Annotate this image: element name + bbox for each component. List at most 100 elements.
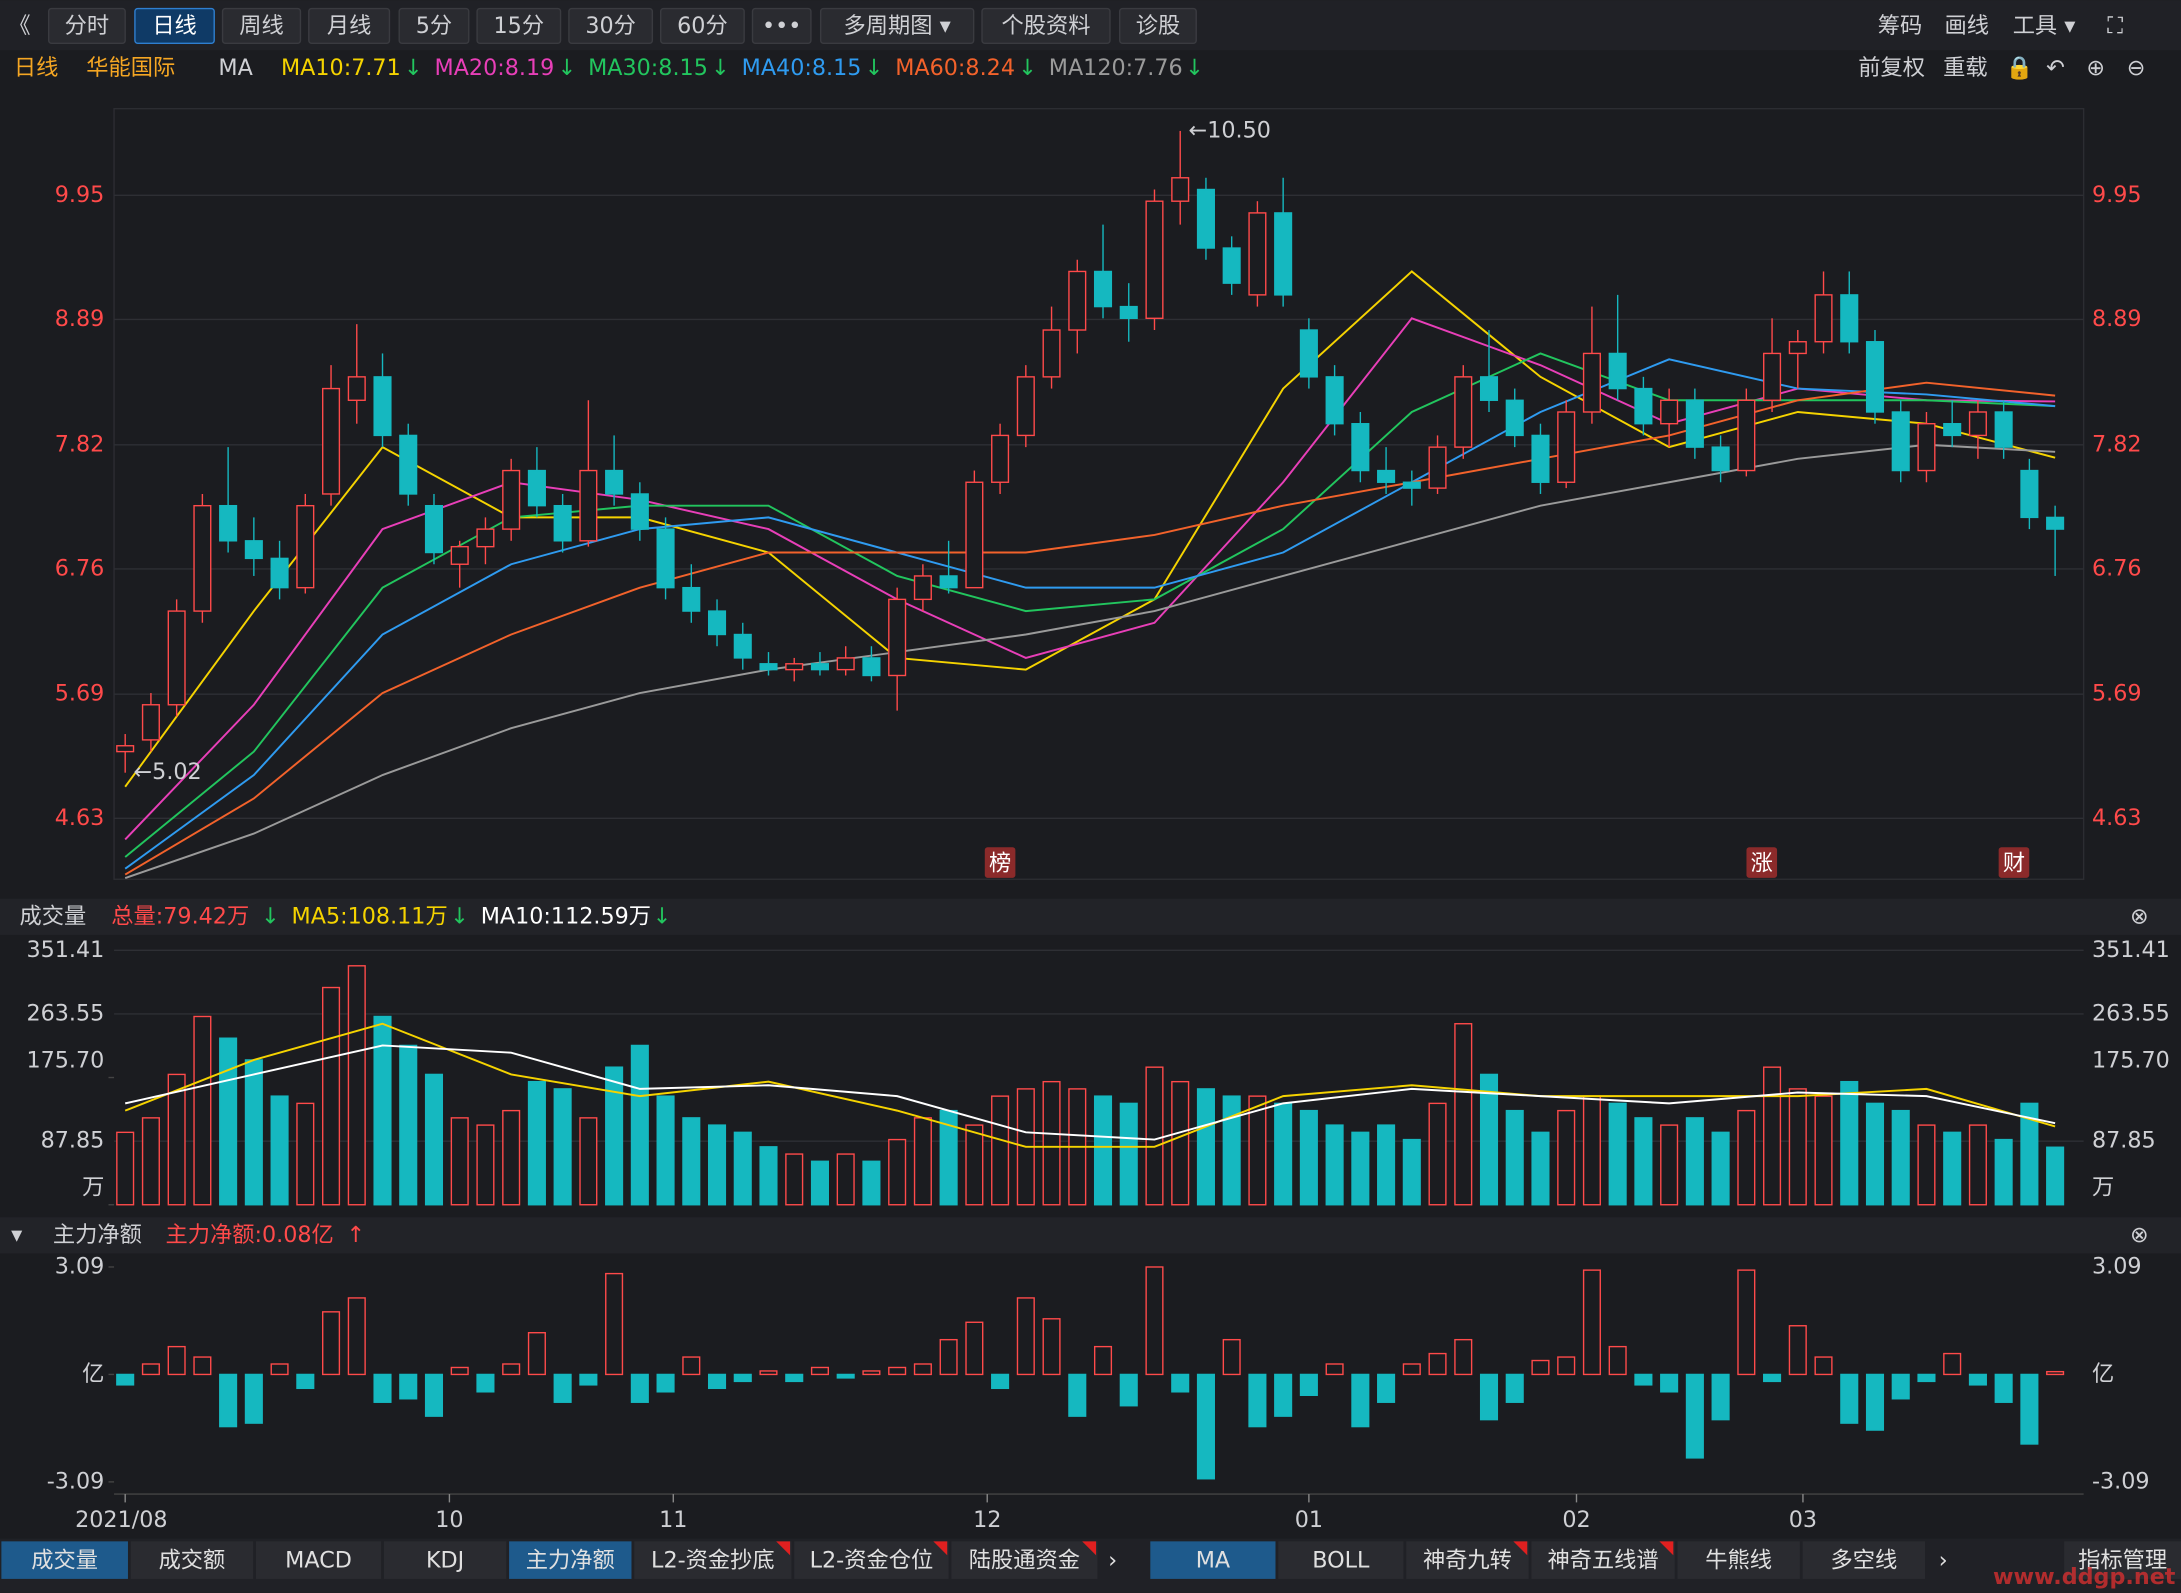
volume-bar (888, 1138, 907, 1206)
toolbar-button[interactable] (398, 7, 470, 44)
tab-label[interactable]: 成交额 (159, 1547, 226, 1573)
tab-scroll[interactable]: › (1939, 1547, 1948, 1573)
volume-bar (167, 1073, 186, 1206)
tab-label[interactable]: 主力净额 (526, 1547, 615, 1573)
toolbar-right[interactable]: 画线 (1945, 13, 1990, 39)
tab-label[interactable]: MA (1196, 1547, 1231, 1573)
tab-label[interactable]: 指标管理 (2078, 1547, 2167, 1573)
toolbar-button[interactable] (221, 7, 302, 44)
tab-label[interactable]: BOLL (1312, 1547, 1370, 1573)
toolbar-button[interactable] (134, 7, 215, 44)
y-tick-label: -3.09 (47, 1468, 105, 1494)
y-tick-label: 万 (82, 1175, 104, 1201)
tab[interactable] (130, 1541, 254, 1579)
volume-bar (1943, 1131, 1962, 1206)
event-marker-label[interactable]: 财 (2003, 850, 2025, 876)
close-icon[interactable]: ⊗ (2130, 1222, 2149, 1248)
tab[interactable] (255, 1541, 382, 1579)
tab-label[interactable]: L2-资金抄底 (651, 1547, 775, 1573)
toolbar-label[interactable]: ••• (762, 13, 801, 39)
toolbar-label[interactable]: 《 (8, 13, 30, 39)
toolbar-label[interactable]: 15分 (494, 13, 545, 39)
volume-bar (1377, 1124, 1396, 1206)
tab-label[interactable]: 牛熊线 (1705, 1547, 1772, 1573)
toolbar-button[interactable] (1119, 7, 1197, 44)
tab-label[interactable]: 陆股通资金 (969, 1547, 1080, 1573)
toolbar-button[interactable] (819, 7, 975, 44)
header-icon[interactable]: ⊕ (2086, 55, 2105, 81)
y-tick-label: 5.69 (55, 681, 105, 707)
tab[interactable] (1531, 1541, 1675, 1579)
header-icon[interactable]: 🔒 (2006, 55, 2034, 81)
tab[interactable] (383, 1541, 507, 1579)
header-icon[interactable]: ⊖ (2127, 55, 2146, 81)
toolbar-button[interactable] (981, 7, 1111, 44)
tab[interactable] (634, 1541, 792, 1579)
toolbar-button[interactable] (660, 7, 745, 44)
tab[interactable] (1278, 1541, 1404, 1579)
candle-body (991, 434, 1010, 483)
toolbar-button[interactable] (476, 7, 562, 44)
flow-bar (862, 1370, 881, 1376)
candle-body (1685, 399, 1704, 448)
tab[interactable] (1406, 1541, 1529, 1579)
tab[interactable] (1, 1541, 128, 1579)
flow-bar (1891, 1373, 1910, 1400)
volume-bar (759, 1146, 778, 1206)
toolbar-button[interactable] (568, 7, 654, 44)
toolbar-label[interactable]: 5分 (416, 13, 452, 39)
toolbar-label[interactable]: 诊股 (1136, 13, 1181, 39)
toolbar-right[interactable]: 工具 ▾ (2013, 13, 2077, 39)
toolbar-button[interactable] (308, 7, 391, 44)
tab-label[interactable]: 神奇五线谱 (1547, 1547, 1658, 1573)
toolbar-label[interactable]: 60分 (677, 13, 728, 39)
y-tick-label: 4.63 (55, 805, 105, 831)
toolbar-label[interactable]: 30分 (585, 13, 636, 39)
tab-scroll[interactable]: › (1108, 1547, 1117, 1573)
event-marker[interactable] (1998, 847, 2030, 878)
y-tick-label-right: -3.09 (2092, 1468, 2150, 1494)
header-icon[interactable]: ↶ (2046, 55, 2065, 81)
legend-label: MA5:108.11万 (292, 903, 448, 929)
event-marker[interactable] (1746, 847, 1778, 878)
flow-bar (1917, 1373, 1936, 1383)
toolbar-right[interactable]: 筹码 (1878, 13, 1923, 39)
event-marker-label[interactable]: 涨 (1751, 850, 1773, 876)
tab-label[interactable]: KDJ (426, 1547, 464, 1573)
toolbar-label[interactable]: 周线 (239, 13, 284, 39)
tab[interactable] (1802, 1541, 1926, 1579)
tab[interactable] (951, 1541, 1098, 1579)
toolbar-label[interactable]: 月线 (327, 13, 372, 39)
candle-body (244, 540, 263, 560)
tab-label[interactable]: 多空线 (1830, 1547, 1897, 1573)
toolbar-label[interactable]: 分时 (65, 13, 110, 39)
header-right[interactable]: 重载 (1943, 55, 1988, 81)
y-tick-label: 6.76 (55, 555, 105, 581)
tab-label[interactable]: 神奇九转 (1423, 1547, 1512, 1573)
volume-bar (810, 1160, 830, 1206)
tab-label[interactable]: L2-资金仓位 (810, 1547, 934, 1573)
tab[interactable] (1150, 1541, 1276, 1579)
event-marker[interactable] (984, 847, 1016, 878)
header-right[interactable]: 前复权 (1858, 55, 1925, 81)
tab-label[interactable]: 成交量 (31, 1547, 98, 1573)
close-icon[interactable]: ⊗ (2130, 903, 2149, 929)
toolbar-label[interactable]: 多周期图 ▾ (844, 13, 952, 39)
candle-body (682, 586, 701, 612)
watermark: www.ddgp.net (1993, 1564, 2176, 1590)
price-annotation: ←10.50 (1189, 117, 1271, 143)
toolbar-label[interactable]: 日线 (152, 13, 197, 39)
event-marker-label[interactable]: 榜 (989, 850, 1011, 876)
tab-label[interactable]: MACD (285, 1547, 352, 1573)
toolbar-button[interactable] (47, 7, 126, 44)
tab[interactable] (2064, 1541, 2181, 1579)
tab[interactable] (1677, 1541, 1800, 1579)
toolbar-label[interactable]: 个股资料 (1001, 13, 1090, 39)
candle-body (862, 657, 881, 677)
tab[interactable] (794, 1541, 949, 1579)
tab[interactable] (509, 1541, 632, 1579)
flow-bar (656, 1373, 675, 1393)
toolbar-button[interactable] (751, 7, 812, 44)
collapse-icon[interactable]: ▾ (11, 1222, 23, 1248)
flow-header (0, 1217, 2181, 1254)
